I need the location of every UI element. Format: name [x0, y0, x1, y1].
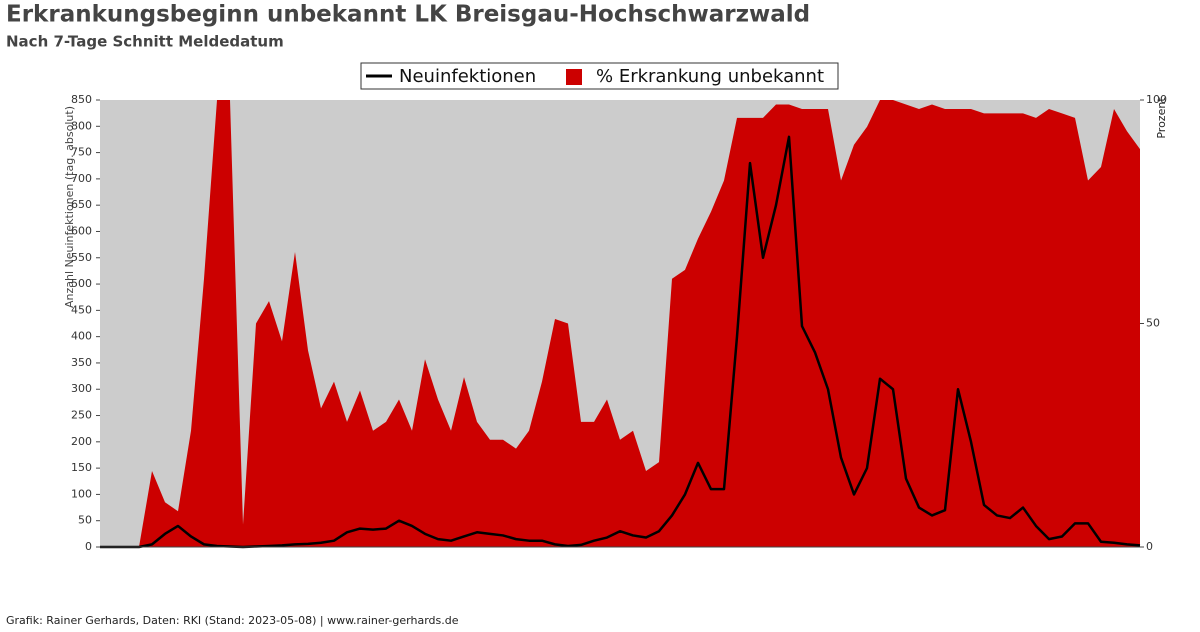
y-tick-label: 500 [71, 277, 92, 290]
legend: Neuinfektionen % Erkrankung unbekannt [360, 62, 839, 90]
y2-tick-label: 50 [1146, 317, 1160, 330]
area [100, 100, 1140, 547]
y-tick-label: 50 [78, 514, 92, 527]
y2-tick-label: 0 [1146, 540, 1153, 553]
y-tick-label: 100 [71, 487, 92, 500]
y-tick-label: 200 [71, 435, 92, 448]
y-tick-label: 850 [71, 93, 92, 106]
y-tick-label: 800 [71, 119, 92, 132]
legend-area-swatch [566, 69, 582, 85]
line [100, 135, 1141, 549]
y-tick-label: 650 [71, 198, 92, 211]
y2-axis-label: Prozent [1155, 97, 1168, 139]
y-tick-label: 150 [71, 461, 92, 474]
y2-tick-label: 100 [1146, 93, 1167, 106]
legend-label: Neuinfektionen [399, 66, 536, 87]
y-tick-label: 300 [71, 382, 92, 395]
y-tick-label: 0 [85, 540, 92, 553]
y-tick-label: 250 [71, 409, 92, 422]
y-axis-label: Anzahl Neuinfektionen (tag. absolut) [63, 106, 76, 308]
y-tick-label: 550 [71, 251, 92, 264]
y-tick-label: 700 [71, 172, 92, 185]
legend-box [360, 62, 839, 90]
chart-subtitle: Nach 7-Tage Schnitt Meldedatum [6, 33, 284, 51]
footer: Grafik: Rainer Gerhards, Daten: RKI (Sta… [6, 614, 459, 627]
y-tick-label: 350 [71, 356, 92, 369]
y-tick-label: 600 [71, 224, 92, 237]
y-tick-label: 750 [71, 146, 92, 159]
y-tick-label: 400 [71, 330, 92, 343]
legend-label: % Erkrankung unbekannt [596, 66, 824, 87]
y-tick-label: 450 [71, 303, 92, 316]
chart-title: Erkrankungsbeginn unbekannt LK Breisgau-… [6, 2, 810, 28]
